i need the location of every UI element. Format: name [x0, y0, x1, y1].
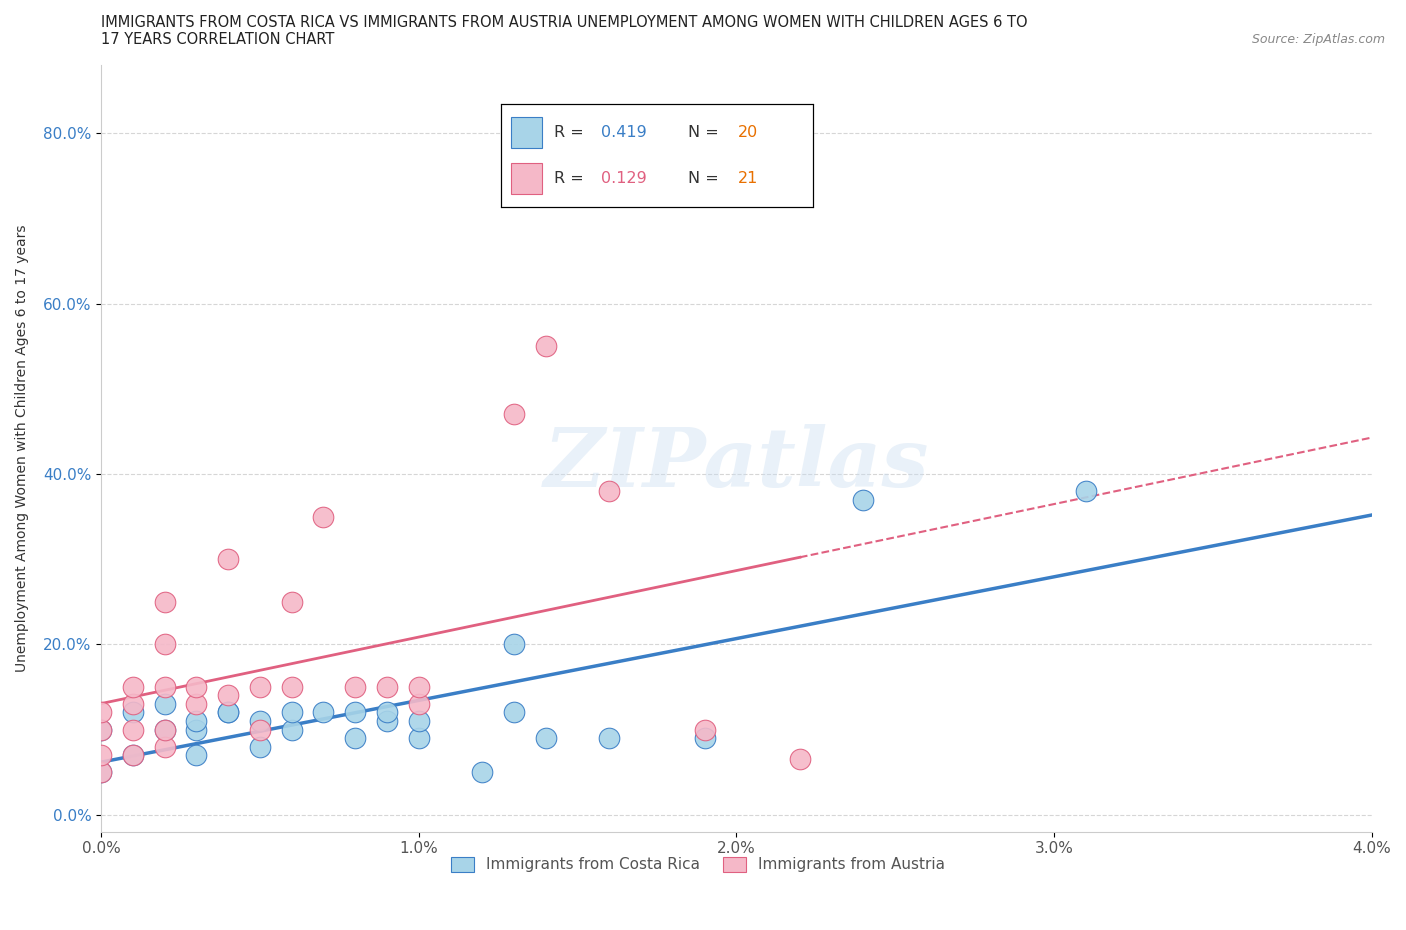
Point	[217, 705, 239, 720]
Point	[693, 722, 716, 737]
Point	[375, 713, 398, 728]
Point	[122, 697, 145, 711]
Text: Source: ZipAtlas.com: Source: ZipAtlas.com	[1251, 33, 1385, 46]
Point	[249, 739, 271, 754]
Point	[789, 751, 811, 766]
Point	[153, 722, 176, 737]
Point	[598, 731, 620, 746]
Point	[90, 764, 112, 779]
Point	[408, 731, 430, 746]
Point	[217, 688, 239, 703]
Point	[153, 697, 176, 711]
Point	[280, 722, 302, 737]
Point	[90, 705, 112, 720]
Y-axis label: Unemployment Among Women with Children Ages 6 to 17 years: Unemployment Among Women with Children A…	[15, 225, 30, 672]
Point	[503, 705, 526, 720]
Point	[122, 705, 145, 720]
Point	[344, 705, 367, 720]
Point	[249, 713, 271, 728]
Point	[90, 722, 112, 737]
Point	[280, 594, 302, 609]
Legend: Immigrants from Costa Rica, Immigrants from Austria: Immigrants from Costa Rica, Immigrants f…	[441, 848, 955, 882]
Point	[90, 748, 112, 763]
Point	[122, 748, 145, 763]
Point	[122, 722, 145, 737]
Point	[408, 680, 430, 695]
Point	[90, 764, 112, 779]
Point	[280, 705, 302, 720]
Point	[249, 722, 271, 737]
Point	[90, 722, 112, 737]
Point	[122, 680, 145, 695]
Point	[312, 705, 335, 720]
Point	[217, 705, 239, 720]
Point	[280, 680, 302, 695]
Point	[471, 764, 494, 779]
Point	[534, 731, 557, 746]
Point	[408, 697, 430, 711]
Point	[598, 484, 620, 498]
Point	[852, 492, 875, 507]
Point	[153, 680, 176, 695]
Point	[153, 594, 176, 609]
Point	[186, 680, 208, 695]
Point	[249, 680, 271, 695]
Point	[153, 739, 176, 754]
Text: ZIPatlas: ZIPatlas	[544, 424, 929, 504]
Point	[534, 339, 557, 353]
Point	[312, 510, 335, 525]
Text: IMMIGRANTS FROM COSTA RICA VS IMMIGRANTS FROM AUSTRIA UNEMPLOYMENT AMONG WOMEN W: IMMIGRANTS FROM COSTA RICA VS IMMIGRANTS…	[101, 15, 1028, 47]
Point	[408, 713, 430, 728]
Point	[375, 705, 398, 720]
Point	[122, 748, 145, 763]
Point	[153, 637, 176, 652]
Point	[186, 713, 208, 728]
Point	[186, 722, 208, 737]
Point	[503, 407, 526, 422]
Point	[1074, 484, 1097, 498]
Point	[344, 680, 367, 695]
Point	[153, 722, 176, 737]
Point	[375, 680, 398, 695]
Point	[186, 697, 208, 711]
Point	[186, 748, 208, 763]
Point	[693, 731, 716, 746]
Point	[217, 551, 239, 566]
Point	[503, 637, 526, 652]
Point	[344, 731, 367, 746]
